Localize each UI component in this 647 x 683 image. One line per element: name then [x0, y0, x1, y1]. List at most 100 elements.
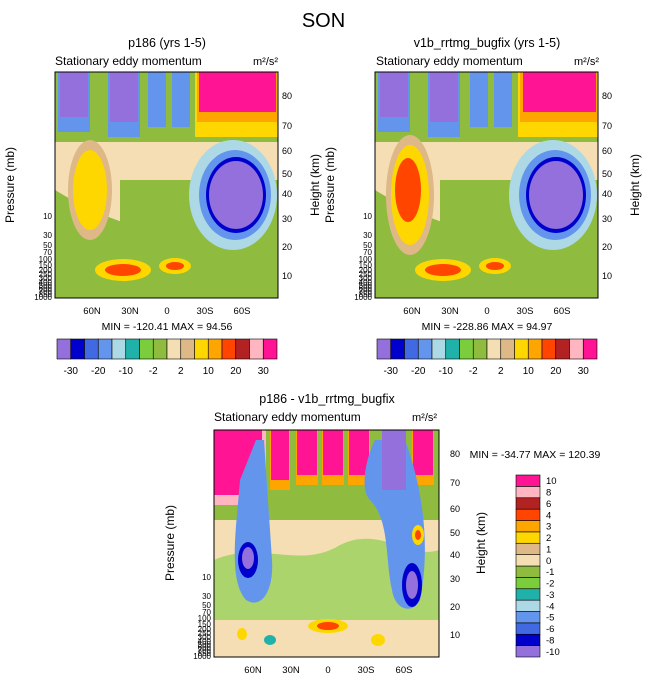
stratospheric-low-core [529, 161, 583, 229]
y-tick-label: 500 [198, 640, 212, 649]
panel-title: p186 - v1b_rrtmg_bugfix [259, 392, 395, 406]
colorbar-swatch [515, 497, 541, 510]
colorbar-swatch [515, 645, 541, 658]
x-tick-label: 60N [83, 306, 101, 317]
upper-positive-4-core [323, 430, 343, 475]
upper-negative-2-core [110, 72, 138, 122]
colorbar-swatch [56, 338, 72, 360]
upper-positive-6-core [413, 430, 433, 475]
colorbar-label: -20 [91, 366, 106, 377]
sh-negative-top [382, 430, 406, 490]
colorbar-swatch [207, 338, 223, 360]
x-tick-label: 60S [554, 306, 571, 317]
minmax-text: MIN = -34.77 MAX = 120.39 [470, 449, 601, 461]
panel-units: m²/s² [574, 56, 599, 68]
contour-field [54, 71, 279, 299]
y-tick-label: 300 [359, 274, 373, 283]
colorbar-label: -8 [546, 635, 554, 646]
y-right-tick-label: 70 [450, 478, 460, 488]
upper-positive-5-core [349, 430, 369, 475]
y-axis-label-left: Pressure (mb) [163, 505, 177, 581]
colorbar-label: -4 [546, 601, 554, 612]
y-right-tick-label: 40 [450, 550, 460, 560]
colorbar-swatch [70, 338, 85, 360]
colorbar-swatch [515, 531, 541, 544]
jet-positive-nh-core [105, 264, 141, 276]
y-right-ticks: 10 20 30 40 50 60 70 80 [450, 449, 460, 640]
colorbar-swatch [515, 520, 541, 533]
y-tick-label: 50 [363, 241, 372, 250]
y-right-tick-label: 30 [450, 574, 460, 584]
colorbar-swatch [235, 338, 250, 360]
y-tick-label: 1000 [354, 293, 372, 302]
x-tick-label: 30S [197, 306, 214, 317]
y-right-tick-label: 60 [282, 146, 292, 156]
upper-negative-4 [172, 72, 190, 127]
colorbar-label: 2 [546, 533, 551, 544]
y-tick-label: 300 [39, 274, 53, 283]
jet-positive-eq-core [486, 262, 504, 270]
y-tick-label: 400 [359, 278, 373, 287]
lower-negative-1 [264, 635, 276, 645]
y-axis-label-right: Height (km) [628, 154, 642, 216]
y-tick-label: 600 [39, 284, 53, 293]
colorbar-swatch [390, 338, 405, 360]
y-right-tick-label: 80 [450, 449, 460, 459]
colorbar-swatch [569, 338, 584, 360]
colorbar-swatch [486, 338, 502, 360]
colorbar-label: 10 [203, 366, 215, 377]
y-axis-label-right: Height (km) [308, 154, 322, 216]
nh-negative-center [242, 547, 254, 569]
y-tick-label: 100 [359, 255, 373, 264]
upper-negative-2-core [430, 72, 458, 122]
polar-positive-core [199, 72, 276, 112]
colorbar-main-1: -30 -20 -10 -2 2 10 20 30 [56, 338, 278, 377]
y-tick-label: 200 [39, 266, 53, 275]
panel-units: m²/s² [412, 412, 437, 424]
colorbar-swatch [527, 338, 543, 360]
y-tick-label: 250 [198, 629, 212, 638]
y-right-tick-label: 40 [602, 189, 612, 199]
y-tick-label: 30 [363, 231, 372, 240]
y-tick-label: 70 [43, 248, 52, 257]
colorbar-label: -2 [149, 366, 158, 377]
colorbar-swatch [417, 338, 433, 360]
colorbar-swatch [249, 338, 264, 360]
sh-positive-blob-core [415, 530, 421, 540]
y-right-tick-label: 10 [602, 271, 612, 281]
upper-negative-1-core [380, 72, 408, 117]
colorbar-label: -1 [546, 567, 554, 578]
colorbar-label: 4 [546, 510, 551, 521]
jet-positive-nh-core [425, 264, 461, 276]
colorbar-swatch [194, 338, 209, 360]
y-tick-label: 400 [198, 637, 212, 646]
colorbar-label: -3 [546, 590, 554, 601]
jet-positive-eq-core [166, 262, 184, 270]
y-right-tick-label: 10 [282, 271, 292, 281]
y-tick-label: 600 [198, 643, 212, 652]
colorbar-swatch [541, 338, 557, 360]
colorbar-swatch [111, 338, 127, 360]
y-right-tick-label: 40 [282, 189, 292, 199]
colorbar-label: 10 [546, 476, 557, 487]
y-right-tick-label: 80 [602, 91, 612, 101]
colorbar-label: 3 [546, 522, 551, 533]
colorbar-swatch [459, 338, 474, 360]
y-tick-label: 700 [198, 646, 212, 655]
panel-frame [374, 71, 599, 299]
colorbar-swatch [515, 542, 541, 555]
colorbar-label: -2 [546, 579, 554, 590]
colorbar-swatch [515, 599, 541, 612]
colorbar-swatch [515, 508, 541, 521]
y-right-tick-label: 60 [450, 504, 460, 514]
colorbar-swatch [125, 338, 140, 360]
contour-field [374, 71, 599, 299]
y-axis-label-right: Height (km) [474, 512, 488, 574]
colorbar-swatch [166, 338, 182, 360]
colorbar-label: 20 [550, 366, 562, 377]
colorbar-label: -6 [546, 624, 554, 635]
x-tick-label: 60N [403, 306, 421, 317]
panel-frame [54, 71, 279, 299]
colorbar-swatch [404, 338, 419, 360]
